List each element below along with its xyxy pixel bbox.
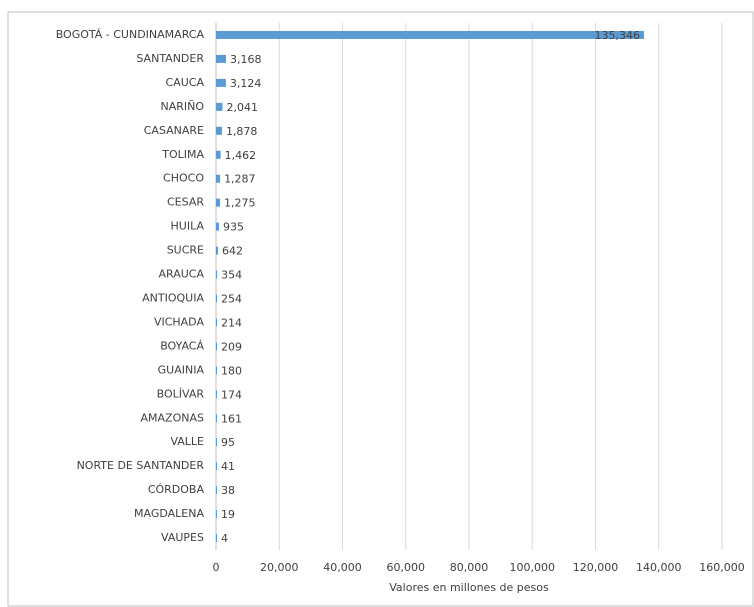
bar [216, 78, 226, 87]
y-tick-label: CÓRDOBA [148, 483, 205, 496]
data-label: 642 [222, 245, 243, 258]
bar [216, 150, 221, 159]
y-tick-label: CAUCA [166, 76, 205, 89]
data-label: 354 [221, 269, 242, 282]
y-tick-label: VICHADA [154, 315, 205, 328]
bar [216, 126, 222, 135]
x-tick-label: 120,000 [573, 561, 619, 574]
data-label: 1,275 [224, 197, 256, 210]
bar [216, 102, 223, 111]
data-label: 3,124 [230, 77, 261, 90]
data-label: 935 [223, 221, 244, 234]
x-tick-label: 140,000 [636, 561, 682, 574]
data-label: 41 [221, 460, 235, 473]
bar [216, 438, 217, 447]
data-label: 174 [221, 388, 242, 401]
y-tick-label: BOGOTÁ - CUNDINAMARCA [56, 28, 205, 41]
data-label: 38 [221, 484, 235, 497]
bar [216, 390, 217, 399]
x-tick-label: 160,000 [699, 561, 745, 574]
data-label: 214 [221, 316, 242, 329]
x-axis-title: Valores en millones de pesos [389, 581, 549, 594]
data-label: 209 [221, 340, 242, 353]
bar [216, 366, 217, 375]
bar [216, 534, 217, 543]
x-tick-label: 40,000 [323, 561, 362, 574]
x-tick-label: 100,000 [510, 561, 556, 574]
bar [216, 54, 227, 63]
bar [216, 462, 217, 471]
bar [216, 270, 218, 279]
y-tick-label: GUAINIA [158, 363, 205, 376]
y-tick-label: MAGDALENA [134, 507, 204, 520]
data-label: 135,346 [595, 29, 641, 42]
data-label: 1,878 [226, 125, 258, 138]
y-tick-label: TOLIMA [161, 148, 204, 161]
y-tick-label: ARAUCA [158, 268, 204, 281]
x-tick-label: 60,000 [387, 561, 426, 574]
x-tick-label: 80,000 [450, 561, 489, 574]
y-tick-label: SUCRE [167, 244, 204, 257]
x-tick-label: 0 [213, 561, 220, 574]
bar [216, 318, 217, 327]
data-label: 1,287 [224, 173, 256, 186]
data-label: 95 [221, 436, 235, 449]
y-tick-label: CHOCO [163, 172, 204, 185]
y-tick-label: CASANARE [144, 124, 204, 137]
chart-border [7, 11, 754, 607]
y-tick-label: CESAR [167, 196, 204, 209]
data-label: 180 [221, 364, 242, 377]
data-label: 3,168 [230, 53, 262, 66]
bar [216, 342, 217, 351]
y-tick-label: AMAZONAS [141, 411, 204, 424]
x-tick-label: 20,000 [260, 561, 299, 574]
data-label: 4 [221, 532, 228, 545]
y-tick-label: BOLÍVAR [157, 387, 205, 400]
data-label: 1,462 [225, 149, 257, 162]
data-label: 19 [221, 508, 235, 521]
bar [216, 222, 219, 231]
bar [216, 294, 217, 303]
y-tick-label: VAUPES [161, 531, 204, 544]
y-tick-label: SANTANDER [136, 52, 204, 65]
data-label: 254 [221, 292, 242, 305]
data-label: 161 [221, 412, 242, 425]
bar [216, 246, 219, 255]
bar [216, 198, 221, 207]
y-tick-label: VALLE [170, 435, 204, 448]
bar [216, 414, 217, 423]
bar [216, 30, 645, 39]
bar [216, 174, 221, 183]
bar [216, 486, 217, 495]
data-label: 2,041 [226, 101, 257, 114]
y-tick-label: NARIÑO [160, 100, 204, 113]
y-tick-label: HUILA [171, 220, 205, 233]
y-tick-label: ANTIOQUIA [142, 291, 204, 304]
y-tick-label: NORTE DE SANTANDER [77, 459, 205, 472]
bar [216, 510, 217, 519]
y-tick-label: BOYACÁ [160, 339, 204, 352]
